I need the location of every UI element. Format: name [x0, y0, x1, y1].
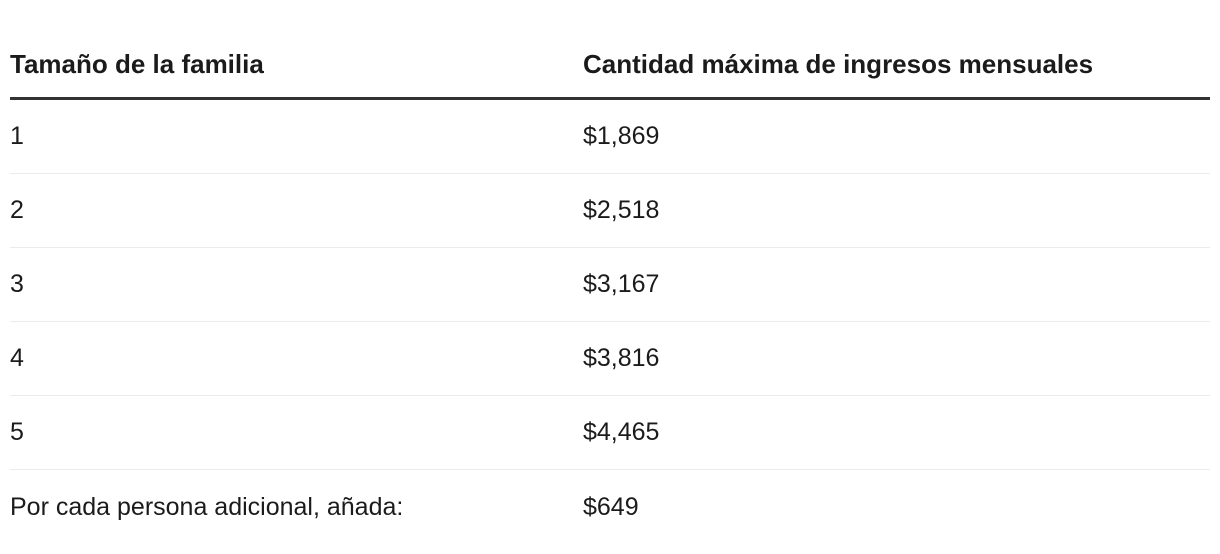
income-amount-cell: $1,869 — [583, 98, 1210, 174]
income-amount-cell: $3,167 — [583, 247, 1210, 322]
table-row: 5 $4,465 — [10, 395, 1210, 470]
header-row: Tamaño de la familia Cantidad máxima de … — [10, 0, 1210, 100]
table-row-additional-person: Por cada persona adicional, añada: $649 — [10, 470, 1210, 553]
table-row: 2 $2,518 — [10, 173, 1210, 248]
family-size-cell: Por cada persona adicional, añada: — [10, 493, 404, 521]
income-amount-cell: $649 — [583, 493, 639, 521]
column-header-max-income: Cantidad máxima de ingresos mensuales — [583, 0, 1210, 100]
family-size-cell: 5 — [10, 395, 583, 470]
family-size-cell: 4 — [10, 321, 583, 396]
family-size-cell: 3 — [10, 247, 583, 322]
income-amount-cell: $2,518 — [583, 173, 1210, 248]
family-size-cell: 1 — [10, 98, 583, 174]
table-row: 3 $3,167 — [10, 247, 1210, 322]
income-limits-table: Tamaño de la familia Cantidad máxima de … — [10, 0, 1210, 552]
income-amount-cell: $3,816 — [583, 321, 1210, 396]
column-header-family-size: Tamaño de la familia — [10, 0, 583, 100]
income-amount-cell: $4,465 — [583, 395, 1210, 470]
family-size-cell: 2 — [10, 173, 583, 248]
table-row: 4 $3,816 — [10, 321, 1210, 396]
table-row: 1 $1,869 — [10, 98, 1210, 174]
